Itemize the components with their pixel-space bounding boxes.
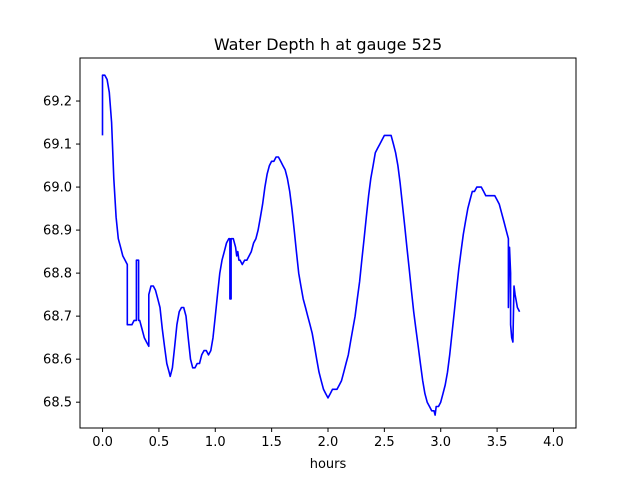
x-tick-label: 1.0 xyxy=(205,435,226,450)
x-tick-label: 1.5 xyxy=(261,435,282,450)
chart-title: Water Depth h at gauge 525 xyxy=(214,35,442,54)
x-tick-label: 3.0 xyxy=(430,435,451,450)
plot-area xyxy=(80,58,576,428)
water-depth-line xyxy=(101,74,521,416)
x-axis-label: hours xyxy=(310,457,347,472)
x-tick-label: 0.5 xyxy=(149,435,170,450)
y-tick-label: 68.8 xyxy=(43,267,72,282)
x-tick-label: 2.5 xyxy=(374,435,395,450)
x-axis-ticks: 0.0 0.5 1.0 1.5 2.0 2.5 3.0 3.5 4.0 xyxy=(92,428,564,450)
y-tick-label: 68.6 xyxy=(43,353,72,368)
y-tick-label: 69.0 xyxy=(43,181,72,196)
x-tick-label: 4.0 xyxy=(543,435,564,450)
x-tick-label: 3.5 xyxy=(487,435,508,450)
y-tick-label: 68.5 xyxy=(43,396,72,411)
y-tick-label: 68.7 xyxy=(43,310,72,325)
y-tick-label: 69.1 xyxy=(43,138,72,153)
y-axis-ticks: 68.5 68.6 68.7 68.8 68.9 69.0 69.1 69.2 xyxy=(43,95,80,411)
x-tick-label: 0.0 xyxy=(92,435,113,450)
y-tick-label: 68.9 xyxy=(43,224,72,239)
y-tick-label: 69.2 xyxy=(43,95,72,110)
x-tick-label: 2.0 xyxy=(318,435,339,450)
